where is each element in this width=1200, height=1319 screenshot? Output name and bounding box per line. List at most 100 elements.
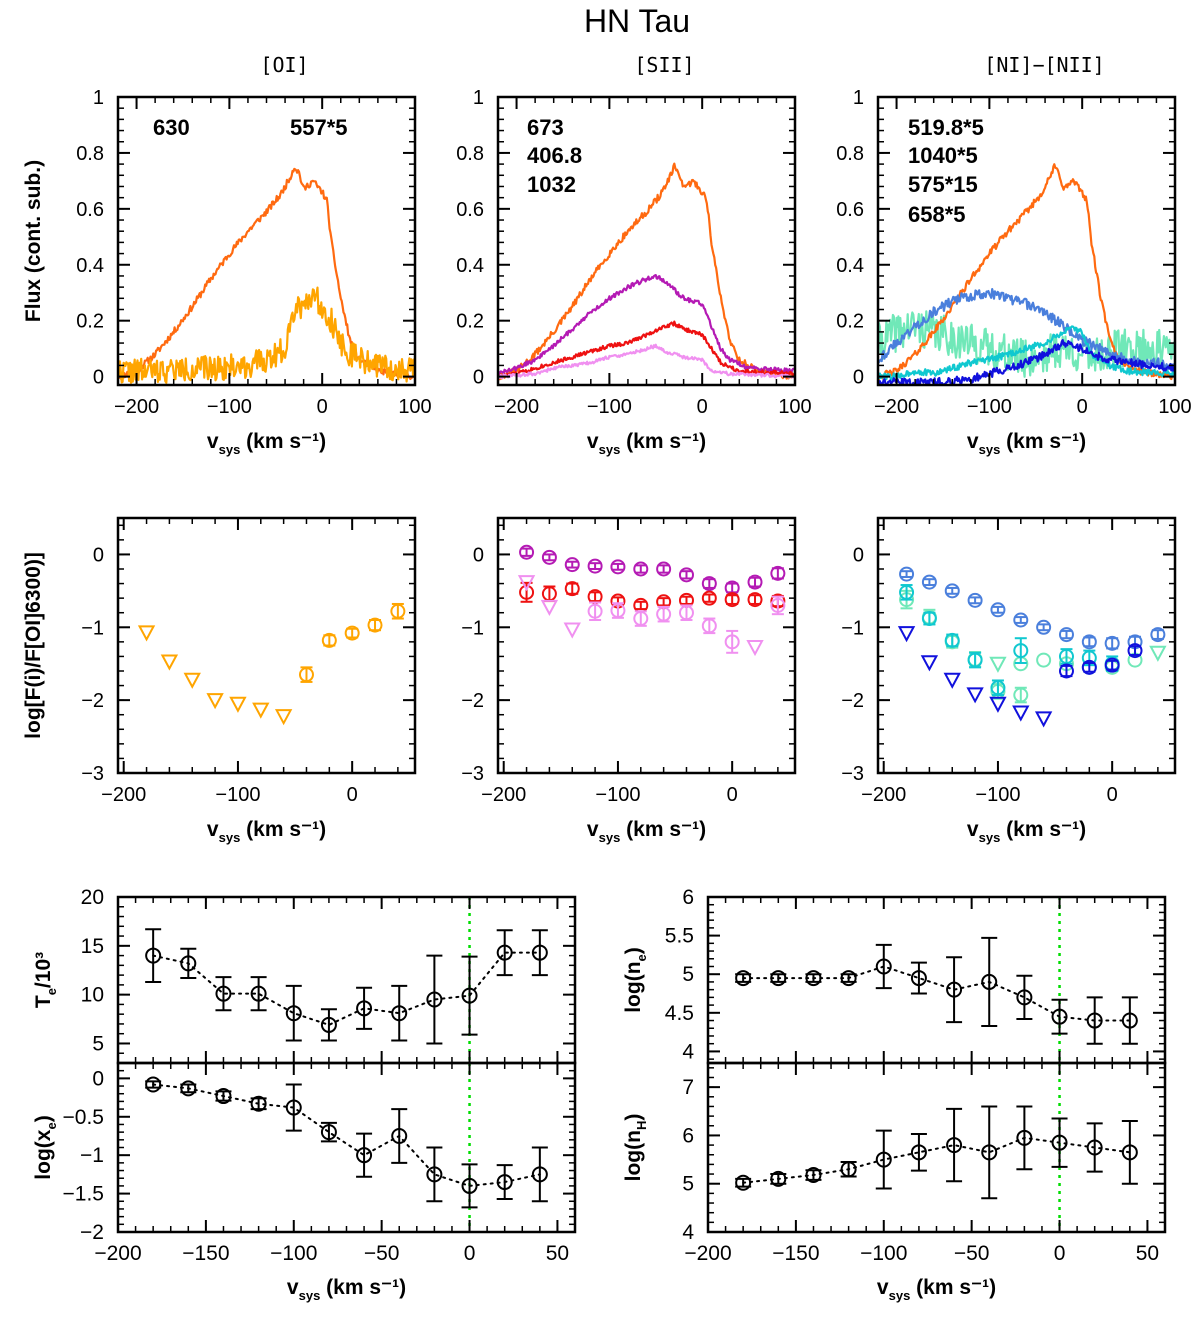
x-axis-label-unit: (km s⁻¹) (910, 1276, 996, 1299)
y-tick-label: −1 (461, 617, 484, 639)
y-axis-label-sub: e (44, 988, 59, 995)
upper-limit-marker (206, 693, 224, 710)
y-tick-label: 0.8 (836, 143, 864, 165)
y-tick-label: −2 (80, 1221, 104, 1244)
series-line-630 (118, 167, 415, 380)
x-tick-label: 0 (1054, 1242, 1066, 1265)
data-point (587, 558, 603, 574)
y-axis-label-main: log(x (32, 1129, 55, 1179)
y-tick-label: 0.2 (836, 311, 864, 333)
x-axis-label-sub: sys (219, 830, 241, 845)
x-tick-label: 100 (778, 396, 811, 418)
data-point (633, 561, 649, 577)
data-point (1121, 1144, 1138, 1161)
data-point (1058, 627, 1074, 643)
x-tick-label: 50 (1136, 1242, 1159, 1265)
data-point (320, 1124, 337, 1141)
data-point (587, 603, 603, 619)
upper-limit-marker (252, 702, 270, 719)
y-tick-label: −2 (841, 690, 864, 712)
data-point (946, 1137, 963, 1154)
data-point (1013, 687, 1029, 703)
plot-area (145, 897, 548, 1063)
plot-frame (116, 895, 577, 1065)
y-axis-label: log(ne) (622, 947, 649, 1013)
x-tick-label: −100 (595, 784, 640, 806)
data-point (1036, 652, 1052, 668)
upper-limit-marker (274, 709, 293, 726)
upper-limit-marker (563, 622, 581, 639)
panel-r2: −200 −100 0 0 −1 −2 −3 vsys (km s⁻¹) (461, 516, 797, 845)
data-point (944, 632, 960, 648)
x-axis-label-sub: sys (219, 442, 241, 457)
x-axis-label-var: v (877, 1276, 889, 1299)
connector-line (742, 1136, 1131, 1184)
y-tick-label: −1 (81, 617, 104, 639)
data-point (921, 574, 937, 590)
x-axis-label-var: v (587, 818, 599, 841)
data-point (320, 1016, 337, 1033)
y-axis-label: log(xe) (32, 1115, 59, 1179)
y-axis-label: log[F(i)/F[OI]6300)] (22, 552, 45, 739)
x-axis-label-var: v (207, 430, 219, 453)
data-point (875, 1151, 892, 1168)
y-tick-label: −3 (81, 763, 104, 785)
data-point (461, 1177, 478, 1194)
data-point (1051, 1008, 1068, 1025)
data-point (285, 1099, 302, 1116)
x-tick-label: −200 (874, 396, 919, 418)
y-axis-label-rest: ) (622, 947, 645, 954)
x-axis-label-unit: (km s⁻¹) (240, 430, 326, 453)
upper-limit-marker (1149, 645, 1167, 662)
legend-entry: 1040*5 (908, 143, 978, 168)
data-point (564, 581, 580, 597)
x-tick-label: −50 (954, 1242, 990, 1265)
plot-area (735, 1063, 1138, 1232)
data-point (356, 1147, 373, 1164)
series-line-575*15 (878, 310, 1175, 378)
data-point (1036, 619, 1052, 635)
data-point (1058, 663, 1074, 679)
y-tick-label: 6 (682, 886, 694, 909)
x-tick-label: −100 (975, 784, 1020, 806)
x-axis-label-sub: sys (979, 830, 1001, 845)
data-point (770, 1170, 787, 1187)
x-tick-label: 100 (1158, 396, 1191, 418)
data-point (321, 632, 337, 648)
y-axis-label-main: T (32, 995, 55, 1008)
y-tick-label: −0.5 (63, 1106, 104, 1129)
y-tick-label: 0 (93, 367, 104, 389)
upper-limit-marker (229, 696, 247, 713)
panel-b3: 4 4.5 5 5.5 6 log(ne) (622, 886, 1167, 1065)
x-axis-label: vsys (km s⁻¹) (877, 1276, 996, 1303)
data-point (344, 625, 360, 641)
data-point (1086, 1139, 1103, 1156)
y-tick-label: 10 (81, 984, 104, 1007)
data-point (944, 583, 960, 599)
x-tick-label: −100 (207, 396, 252, 418)
data-point (215, 1088, 232, 1105)
y-tick-label: 0.4 (456, 255, 484, 277)
data-point (967, 592, 983, 608)
x-axis-label-unit: (km s⁻¹) (320, 1276, 406, 1299)
x-tick-label: 0 (347, 784, 358, 806)
y-tick-label: 0 (853, 544, 864, 566)
y-tick-label: 1 (473, 87, 484, 109)
plot-area (145, 1063, 548, 1232)
data-point (390, 603, 406, 619)
plot-area (498, 162, 795, 381)
data-point (990, 680, 1006, 696)
data-point (747, 574, 763, 590)
plot-area (137, 602, 406, 726)
legend-entry: 575*15 (908, 172, 978, 197)
panel-title: [NI]−[NII] (984, 53, 1104, 77)
x-tick-label: 50 (546, 1242, 569, 1265)
y-tick-label: 6 (682, 1124, 694, 1147)
x-tick-label: −200 (481, 784, 526, 806)
data-point (1121, 1012, 1138, 1029)
legend-entry: 406.8 (527, 143, 582, 168)
x-axis-label-unit: (km s⁻¹) (240, 818, 326, 841)
data-point (1016, 989, 1033, 1006)
y-tick-label: −1 (80, 1144, 104, 1167)
